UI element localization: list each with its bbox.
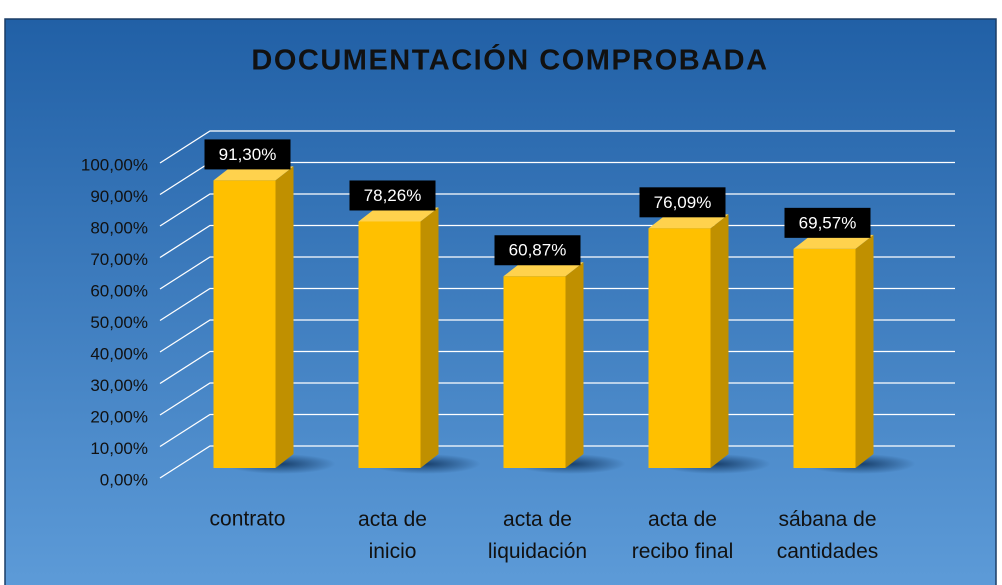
x-tick-line: acta de	[503, 508, 572, 531]
chart-title: DOCUMENTACIÓN COMPROBADA	[251, 43, 768, 77]
bar	[793, 248, 856, 468]
x-tick-label: contrato	[210, 508, 286, 531]
y-tick-label: 0,00%	[100, 470, 148, 489]
value-label: 78,26%	[364, 186, 422, 205]
bar-top	[648, 214, 729, 229]
value-label: 91,30%	[219, 145, 277, 164]
bar-side	[420, 207, 439, 468]
bar-side	[565, 262, 584, 468]
x-tick-line: liquidación	[488, 540, 587, 563]
x-tick-line: acta de	[358, 508, 427, 531]
x-tick-line: inicio	[369, 540, 417, 563]
x-tick-line: sábana de	[778, 508, 876, 531]
bar	[358, 221, 421, 468]
y-tick-label: 40,00%	[90, 344, 148, 363]
value-label-box	[349, 180, 436, 211]
bar	[503, 276, 566, 468]
y-tick-label: 30,00%	[90, 376, 148, 395]
y-tick-label: 50,00%	[90, 313, 148, 332]
value-label: 76,09%	[654, 193, 712, 212]
bar-top	[358, 207, 439, 222]
x-tick-label: acta de liquidación	[488, 508, 587, 563]
x-tick-label: acta de inicio	[358, 508, 427, 563]
grid-line	[159, 130, 955, 164]
y-tick-label: 90,00%	[90, 187, 148, 206]
value-label-box	[204, 139, 291, 170]
value-label: 69,57%	[799, 213, 857, 232]
value-label: 60,87%	[509, 241, 567, 260]
bar-side	[710, 214, 729, 468]
value-label-box	[639, 187, 726, 218]
bar	[213, 180, 276, 468]
y-tick-label: 100,00%	[81, 155, 148, 174]
x-tick-label: sábana de cantidades	[777, 508, 879, 563]
bar-top	[503, 262, 584, 277]
bar-side	[275, 166, 294, 468]
bar-side	[855, 234, 874, 468]
x-tick-line: cantidades	[777, 540, 879, 563]
y-tick-label: 10,00%	[90, 439, 148, 458]
y-tick-label: 70,00%	[90, 250, 148, 269]
bar-top	[213, 166, 294, 181]
y-tick-label: 80,00%	[90, 218, 148, 237]
bar	[648, 228, 711, 468]
bar-top	[793, 234, 874, 249]
value-label-box	[784, 207, 871, 238]
y-tick-label: 20,00%	[90, 407, 148, 426]
x-tick-label: acta de recibo final	[632, 508, 734, 563]
x-tick-line: recibo final	[632, 540, 734, 563]
x-tick-line: acta de	[648, 508, 717, 531]
y-tick-label: 60,00%	[90, 281, 148, 300]
value-label-box	[494, 235, 581, 266]
